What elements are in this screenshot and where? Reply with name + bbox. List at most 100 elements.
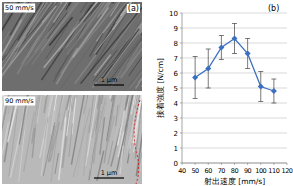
texture: [135, 95, 140, 109]
micrograph: [2, 2, 142, 91]
y-tick-label: 4: [174, 100, 179, 108]
x-tick-label: 80: [231, 167, 239, 175]
grid-line: [182, 148, 287, 149]
grid-line: [182, 73, 287, 74]
panel-label: (b): [268, 4, 279, 13]
series: [192, 24, 277, 104]
image-label: 90 mm/s: [5, 97, 34, 105]
texture: [103, 47, 119, 67]
y-tick-label: 5: [174, 85, 178, 93]
texture: [104, 95, 115, 163]
texture: [73, 108, 90, 177]
texture: [2, 20, 22, 88]
error-bar: [258, 72, 263, 102]
y-tick-label: 3: [174, 115, 178, 123]
texture: [100, 95, 104, 107]
texture: [126, 18, 142, 42]
texture: [2, 2, 4, 12]
texture: [72, 95, 78, 135]
y-tick-label: 10: [169, 10, 178, 18]
texture: [55, 153, 58, 174]
texture: [113, 2, 142, 65]
texture: [118, 110, 125, 145]
x-tick-label: 60: [205, 167, 213, 175]
x-tick: [208, 163, 209, 165]
texture: [75, 55, 96, 84]
texture: [79, 2, 115, 23]
x-tick-label: 40: [178, 167, 186, 175]
texture: [59, 117, 66, 180]
y-tick-label: 8: [174, 40, 178, 48]
texture: [67, 95, 73, 136]
scale-bar-label: 1 μm: [101, 76, 118, 84]
x-axis-label: 射出速度 [mm/s]: [204, 177, 265, 186]
error-bar: [271, 79, 276, 103]
texture: [46, 25, 68, 59]
texture: [107, 8, 122, 28]
texture: [81, 2, 142, 84]
texture: [2, 122, 8, 179]
texture: [8, 99, 18, 142]
texture: [100, 102, 107, 133]
marker: [192, 75, 198, 81]
scale-bar: [94, 177, 124, 178]
scale-bar: [94, 84, 124, 85]
label-bg: [4, 97, 35, 106]
x-tick: [234, 163, 235, 165]
x-tick: [287, 163, 288, 165]
texture: [13, 107, 29, 177]
y-tick-label: 6: [174, 70, 179, 78]
grid-line: [182, 118, 287, 119]
texture: [45, 2, 82, 46]
texture: [69, 123, 73, 157]
figure: 50 mm/s1 μm90 mm/s1 μm(a)012345678910405…: [0, 0, 293, 186]
texture: [35, 95, 47, 128]
x-tick: [182, 163, 183, 165]
error-bar: [219, 36, 224, 60]
x-tick: [247, 163, 248, 165]
texture: [94, 110, 100, 164]
texture: [72, 95, 76, 111]
texture: [44, 95, 49, 113]
x-tick: [273, 163, 274, 165]
texture: [66, 2, 82, 10]
texture: [115, 95, 125, 127]
texture: [112, 95, 129, 102]
error-bar: [245, 39, 250, 69]
marker: [271, 88, 277, 94]
texture: [120, 146, 123, 175]
texture: [66, 2, 122, 47]
y-axis: [182, 13, 183, 163]
texture: [77, 99, 87, 175]
plot-area: [182, 13, 287, 163]
texture: [92, 95, 112, 138]
texture: [108, 2, 140, 29]
y-axis-label: 接着強度 [N/cm]: [156, 58, 165, 118]
texture: [44, 2, 101, 68]
texture: [60, 2, 106, 4]
texture: [50, 122, 59, 161]
grid-line: [182, 133, 287, 134]
x-tick-label: 100: [255, 167, 266, 175]
error-bar: [193, 57, 198, 99]
label-bg: [4, 4, 35, 13]
x-tick-label: 90: [244, 167, 252, 175]
marker: [218, 45, 224, 51]
texture: [141, 2, 142, 35]
marker: [258, 84, 264, 90]
error-bar: [206, 49, 211, 88]
x-tick-label: 110: [268, 167, 279, 175]
texture: [49, 2, 79, 3]
texture: [89, 95, 97, 133]
marker: [232, 36, 238, 42]
texture: [2, 95, 10, 96]
texture: [76, 95, 83, 98]
x-tick-label: 50: [191, 167, 199, 175]
scale-bar-label: 1 μm: [101, 169, 118, 177]
x-tick: [260, 163, 261, 165]
texture: [2, 36, 26, 86]
x-tick-label: 70: [218, 167, 226, 175]
grid-line: [182, 88, 287, 89]
x-tick-label: 120: [281, 167, 292, 175]
y-tick-label: 9: [174, 25, 178, 33]
